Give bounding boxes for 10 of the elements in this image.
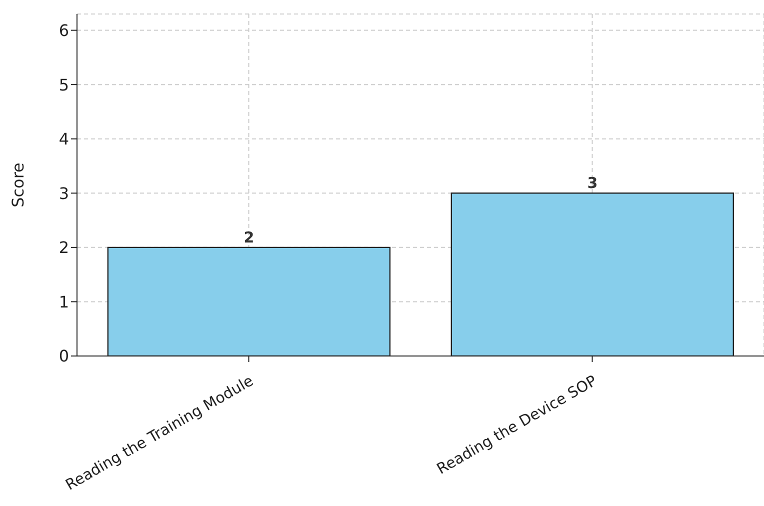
y-axis-title: Score [8,162,28,208]
y-tick-label: 3 [58,184,69,203]
data-label: 3 [587,174,598,192]
data-label: 2 [244,228,254,246]
y-tick-label: 6 [58,20,69,40]
y-tick-label: 0 [58,346,69,366]
y-tick-label: 4 [58,130,69,149]
y-tick-label: 5 [58,75,69,94]
y-tick-label: 1 [58,292,69,312]
y-tick-label: 2 [58,238,69,258]
